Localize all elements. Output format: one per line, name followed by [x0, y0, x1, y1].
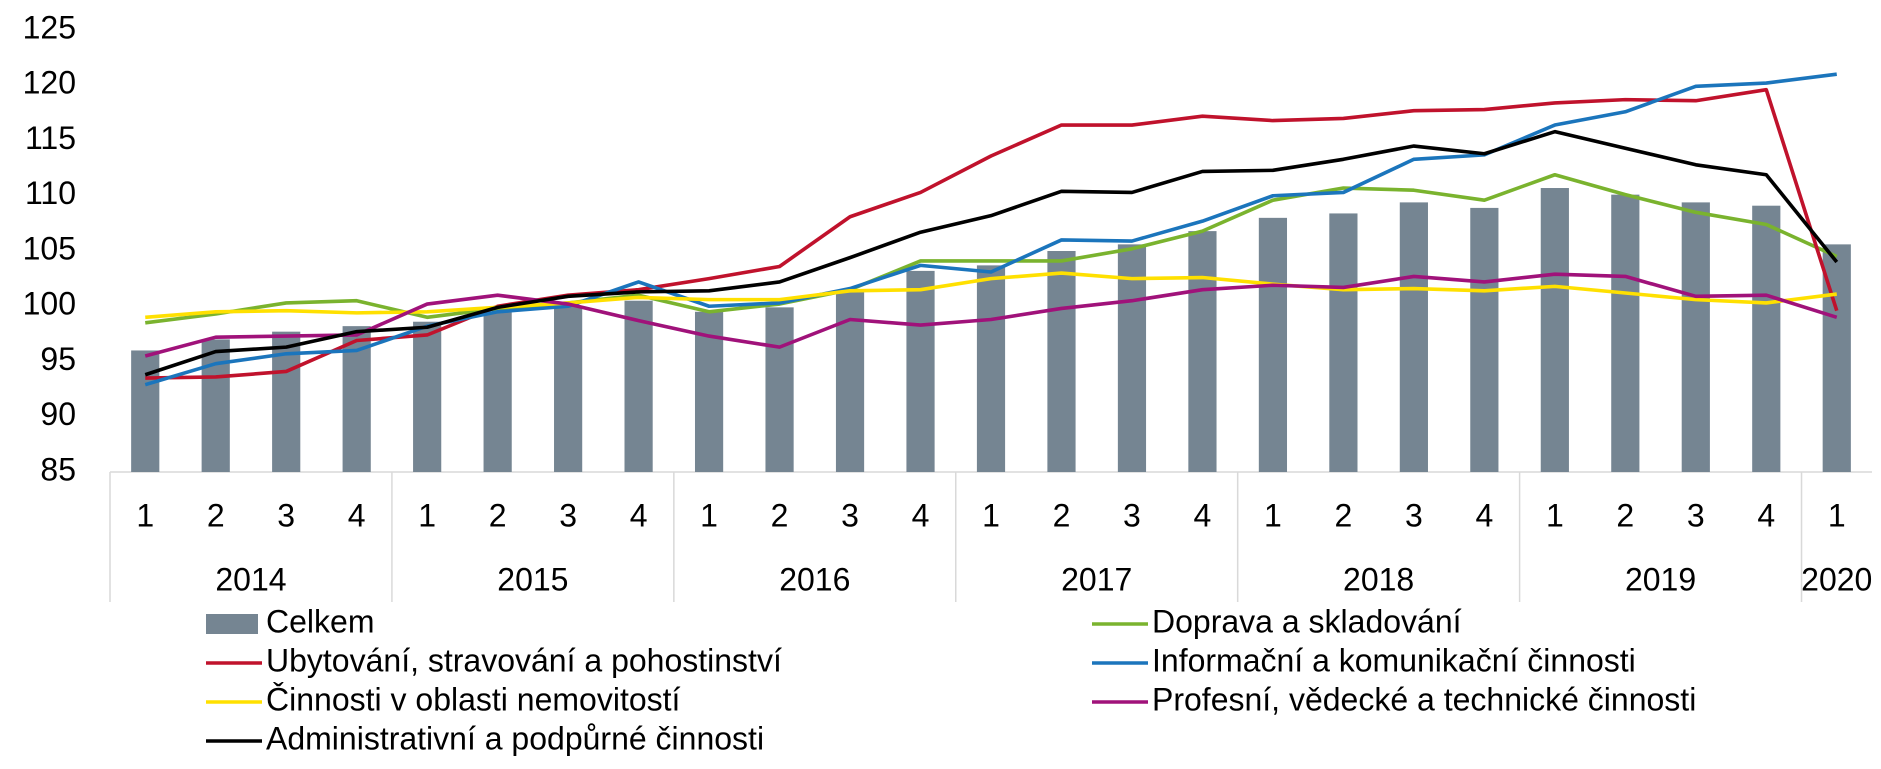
legend-label: Celkem — [266, 603, 374, 639]
group-label: 2019 — [1625, 561, 1696, 597]
legend-label: Profesní, vědecké a technické činnosti — [1152, 681, 1696, 717]
x-tick-label: 4 — [912, 497, 930, 533]
legend-label: Ubytování, stravování a pohostinství — [266, 642, 782, 678]
x-tick-label: 2 — [771, 497, 789, 533]
x-tick-label: 3 — [841, 497, 859, 533]
bar — [554, 306, 583, 472]
x-tick-label: 1 — [418, 497, 436, 533]
line — [145, 87, 1839, 380]
legend-label: Činnosti v oblasti nemovitostí — [266, 681, 681, 717]
bar — [201, 339, 230, 472]
y-tick-label: 120 — [23, 65, 76, 101]
x-tick-label: 4 — [1757, 497, 1775, 533]
group-label: 2018 — [1343, 561, 1414, 597]
x-tick-label: 2 — [1053, 497, 1071, 533]
x-tick-label: 3 — [1405, 497, 1423, 533]
bar — [1611, 194, 1640, 472]
y-tick-label: 115 — [25, 120, 76, 156]
x-tick-label: 4 — [1475, 497, 1493, 533]
y-tick-label: 100 — [23, 286, 76, 322]
line — [144, 272, 1838, 358]
x-tick-label: 2 — [489, 497, 507, 533]
bar — [483, 311, 512, 472]
group-label: 2014 — [215, 561, 286, 597]
x-tick-label: 3 — [277, 497, 295, 533]
legend-label: Administrativní a podpůrné činnosti — [266, 720, 764, 756]
x-tick-label: 1 — [1828, 497, 1846, 533]
bar — [906, 270, 935, 472]
x-tick-label: 4 — [1194, 497, 1212, 533]
bar — [131, 350, 160, 472]
bar — [1681, 202, 1710, 472]
bar — [1399, 202, 1428, 472]
y-tick-label: 90 — [40, 396, 76, 432]
x-tick-label: 3 — [1687, 497, 1705, 533]
bar — [413, 321, 442, 472]
x-tick-label: 3 — [559, 497, 577, 533]
y-tick-label: 125 — [23, 9, 76, 45]
y-tick-label: 85 — [40, 451, 76, 487]
legend-swatch — [206, 614, 258, 634]
bar — [1752, 205, 1781, 472]
x-tick-label: 1 — [1264, 497, 1282, 533]
line — [145, 172, 1838, 325]
bar — [1188, 231, 1217, 472]
y-tick-label: 95 — [40, 341, 76, 377]
bar — [1258, 217, 1288, 472]
bar — [1470, 207, 1499, 472]
group-label: 2015 — [497, 561, 568, 597]
line — [145, 271, 1837, 320]
bar — [1540, 188, 1569, 472]
group-label: 2017 — [1061, 561, 1132, 597]
bar — [765, 307, 794, 472]
y-tick-label: 105 — [23, 230, 76, 266]
legend-label: Doprava a skladování — [1152, 603, 1462, 639]
x-tick-label: 4 — [630, 497, 648, 533]
line — [144, 129, 1839, 377]
bar — [1329, 213, 1358, 472]
x-tick-label: 1 — [1546, 497, 1564, 533]
bar — [624, 300, 653, 472]
x-tick-label: 2 — [1616, 497, 1634, 533]
x-tick-label: 1 — [136, 497, 154, 533]
legend-label: Informační a komunikační činnosti — [1152, 642, 1636, 678]
bar — [976, 265, 1006, 472]
y-tick-label: 110 — [25, 175, 76, 211]
group-label: 2020 — [1801, 561, 1872, 597]
group-label: 2016 — [779, 561, 850, 597]
x-tick-label: 2 — [1335, 497, 1353, 533]
x-tick-label: 1 — [700, 497, 718, 533]
x-tick-label: 1 — [982, 497, 1000, 533]
x-tick-label: 3 — [1123, 497, 1141, 533]
bar — [1117, 244, 1147, 472]
x-tick-label: 4 — [348, 497, 366, 533]
x-tick-label: 2 — [207, 497, 225, 533]
bar — [835, 289, 865, 472]
bar — [1047, 251, 1076, 472]
